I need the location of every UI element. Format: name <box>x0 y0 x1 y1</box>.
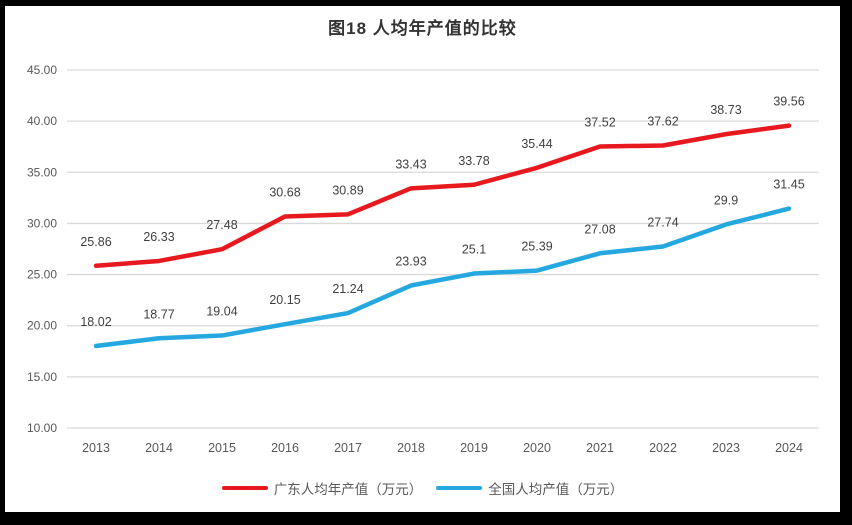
legend-item-national: 全国人均产值（万元） <box>436 478 623 498</box>
x-axis-tick-label: 2019 <box>460 441 488 455</box>
data-label: 23.93 <box>395 255 426 269</box>
data-label: 30.89 <box>332 183 363 197</box>
x-axis-tick-label: 2023 <box>712 441 740 455</box>
y-axis-tick-label: 15.00 <box>27 370 57 384</box>
x-axis-tick-label: 2024 <box>775 441 803 455</box>
x-axis-tick-label: 2020 <box>523 441 551 455</box>
data-label: 29.9 <box>714 193 738 207</box>
legend-line-swatch-blue-icon <box>436 486 483 490</box>
series-line-0 <box>93 123 792 269</box>
x-axis-tick-label: 2015 <box>208 441 236 455</box>
chart-legend: 广东人均年产值（万元） 全国人均产值（万元） <box>5 475 840 501</box>
x-axis-tick-label: 2014 <box>145 441 173 455</box>
data-label: 18.77 <box>143 307 174 321</box>
data-label: 37.62 <box>647 114 678 128</box>
legend-label-national: 全国人均产值（万元） <box>488 482 624 497</box>
data-label: 21.24 <box>332 282 363 296</box>
legend-label-guangdong: 广东人均年产值（万元） <box>273 482 423 497</box>
x-axis-tick-label: 2022 <box>649 441 677 455</box>
x-axis-tick-label: 2016 <box>271 441 299 455</box>
data-label: 25.86 <box>80 235 111 249</box>
data-label: 33.78 <box>458 154 489 168</box>
data-label: 30.68 <box>269 185 300 199</box>
data-label: 31.45 <box>773 178 804 192</box>
chart-canvas: 图18 人均年产值的比较 10.00 15.00 20.00 25.00 30.00 35… <box>5 6 840 512</box>
data-label: 19.04 <box>206 305 237 319</box>
data-label: 25.1 <box>462 243 486 257</box>
data-label: 37.52 <box>584 116 615 130</box>
data-label: 33.43 <box>395 157 426 171</box>
data-label: 27.08 <box>584 222 615 236</box>
data-label: 25.39 <box>521 240 552 254</box>
legend-line-swatch-red-icon <box>221 486 268 490</box>
x-axis-tick-label: 2021 <box>586 441 614 455</box>
x-axis-tick-label: 2013 <box>82 441 110 455</box>
y-axis-tick-label: 45.00 <box>27 63 57 77</box>
data-label: 27.48 <box>206 218 237 232</box>
data-label: 26.33 <box>143 230 174 244</box>
y-axis-tick-label: 35.00 <box>27 165 57 179</box>
y-axis-tick-label: 30.00 <box>27 216 57 230</box>
y-axis-tick-label: 20.00 <box>27 319 57 333</box>
data-label: 18.02 <box>80 315 111 329</box>
y-axis-tick-label: 40.00 <box>27 114 57 128</box>
data-label: 35.44 <box>521 137 552 151</box>
x-axis-tick-label: 2018 <box>397 441 425 455</box>
data-label: 38.73 <box>710 103 741 117</box>
data-label: 20.15 <box>269 293 300 307</box>
data-label: 27.74 <box>647 216 678 230</box>
series-line-1 <box>93 206 792 349</box>
line-chart-plot-area: 10.00 15.00 20.00 25.00 30.00 35.00 40.00 45.00… <box>27 63 819 455</box>
y-axis-tick-label: 25.00 <box>27 268 57 282</box>
chart-title: 图18 人均年产值的比较 <box>328 19 517 38</box>
x-axis-tick-label: 2017 <box>334 441 362 455</box>
y-axis-tick-label: 10.00 <box>27 421 57 435</box>
legend-item-guangdong: 广东人均年产值（万元） <box>221 478 423 498</box>
data-label: 39.56 <box>773 95 804 109</box>
